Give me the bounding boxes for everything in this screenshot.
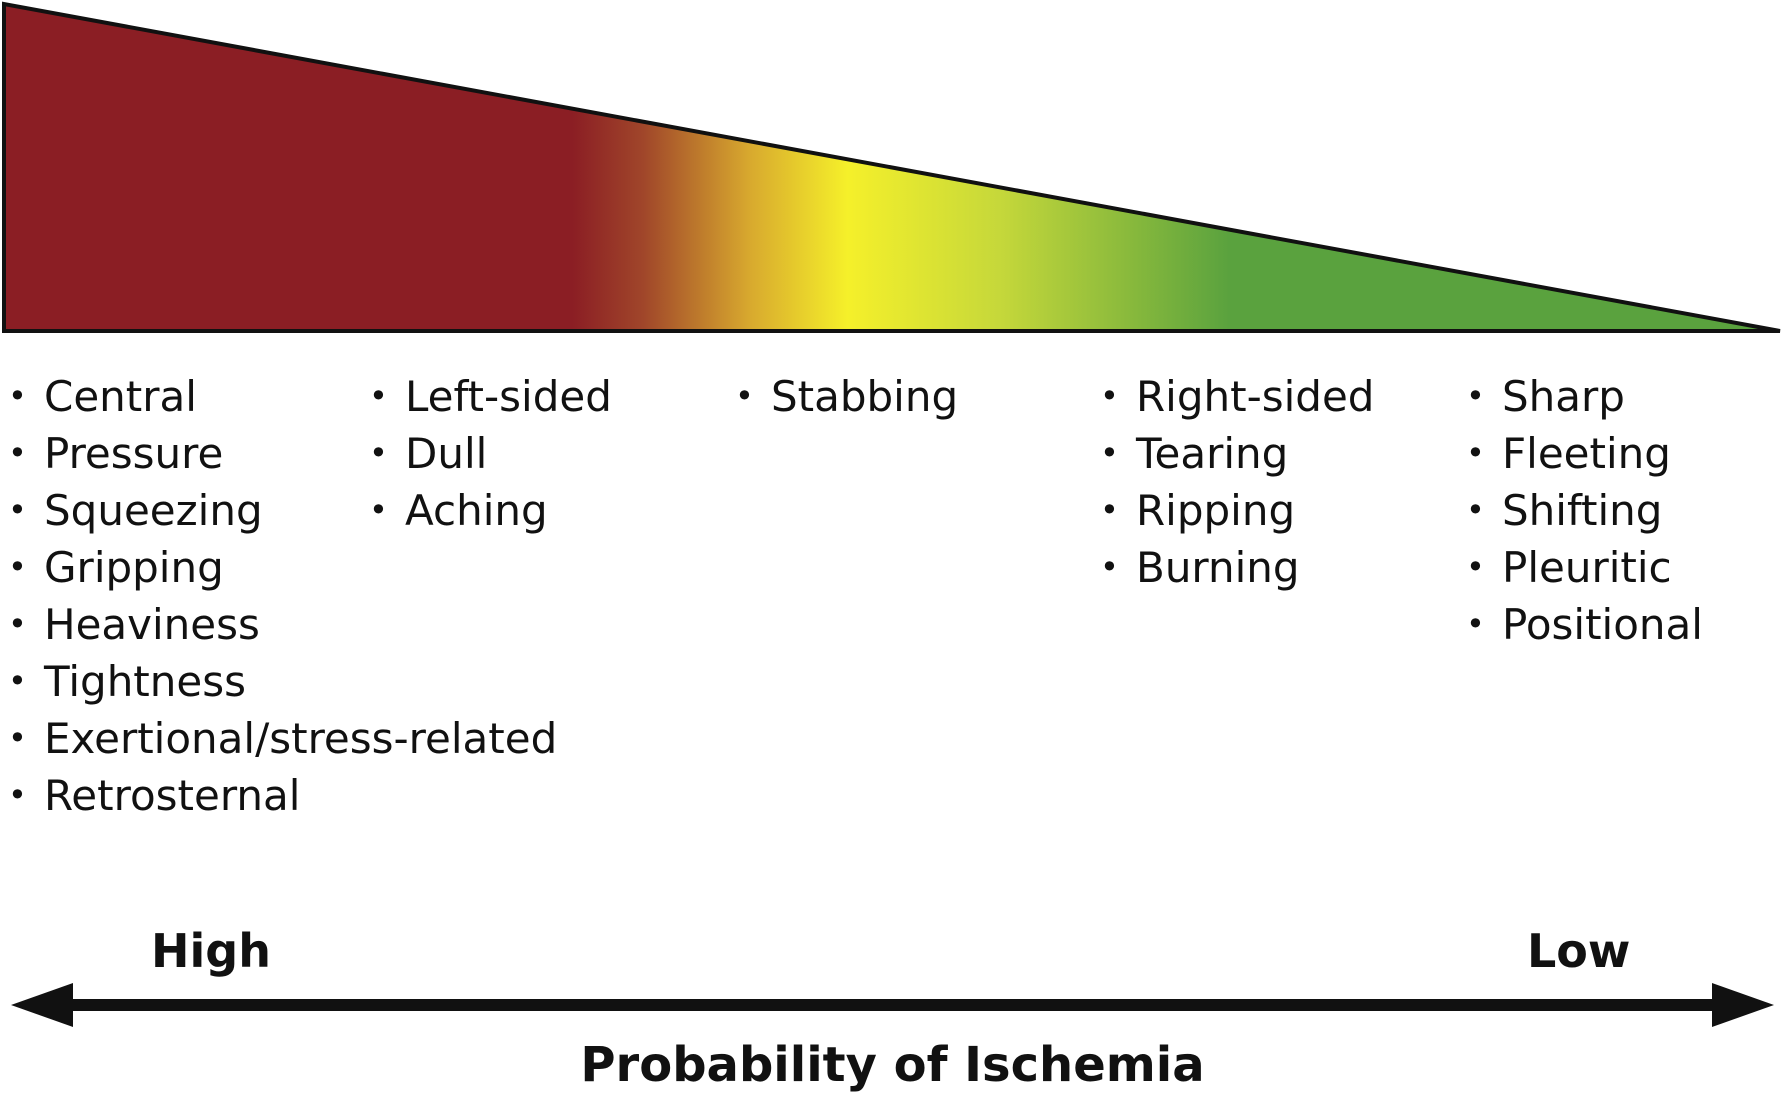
descriptor-retrosternal: • Retrosternal (8, 771, 301, 820)
descriptor-tightness: • Tightness (8, 657, 247, 706)
descriptor-positional: • Positional (1466, 600, 1703, 649)
descriptor-stabbing: • Stabbing (735, 372, 959, 421)
arrow-head-left (11, 983, 73, 1027)
double-headed-arrow (11, 983, 1774, 1027)
high-probability-descriptors: • Central • Pressure • Squeezing • Gripping … (8, 368, 557, 824)
descriptor-aching: • Aching (369, 486, 548, 535)
descriptor-pressure: • Pressure (8, 429, 224, 478)
descriptor-left-sided: • Left-sided (369, 372, 612, 421)
descriptor-exertional: • Exertional/stress-related (8, 714, 558, 763)
descriptor-ripping: • Ripping (1100, 486, 1296, 535)
arrow-head-right (1712, 983, 1774, 1027)
high-label: High (151, 924, 271, 978)
descriptor-fleeting: • Fleeting (1466, 429, 1671, 478)
low-label: Low (1527, 924, 1631, 978)
descriptor-shifting: • Shifting (1466, 486, 1663, 535)
intermediate-high-descriptors: • Left-sided • Dull • Aching (369, 368, 612, 539)
descriptor-right-sided: • Right-sided (1100, 372, 1375, 421)
descriptor-central: • Central (8, 372, 197, 421)
intermediate-low-descriptors: • Right-sided • Tearing • Ripping • Burning (1100, 368, 1374, 596)
descriptor-heaviness: • Heaviness (8, 600, 260, 649)
descriptor-pleuritic: • Pleuritic (1466, 543, 1672, 592)
descriptor-tearing: • Tearing (1100, 429, 1289, 478)
descriptor-gripping: • Gripping (8, 543, 224, 592)
low-probability-descriptors: • Sharp • Fleeting • Shifting • Pleuritic • P… (1466, 368, 1703, 653)
gradient-triangle (2, 1, 1781, 333)
arrow-shaft (60, 999, 1725, 1011)
intermediate-descriptors: • Stabbing (735, 368, 958, 425)
descriptor-sharp: • Sharp (1466, 372, 1625, 421)
descriptor-squeezing: • Squeezing (8, 486, 263, 535)
probability-gradient-wedge (2, 1, 1781, 333)
descriptor-burning: • Burning (1100, 543, 1300, 592)
axis-title: Probability of Ischemia (580, 1037, 1205, 1093)
descriptor-dull: • Dull (369, 429, 488, 478)
